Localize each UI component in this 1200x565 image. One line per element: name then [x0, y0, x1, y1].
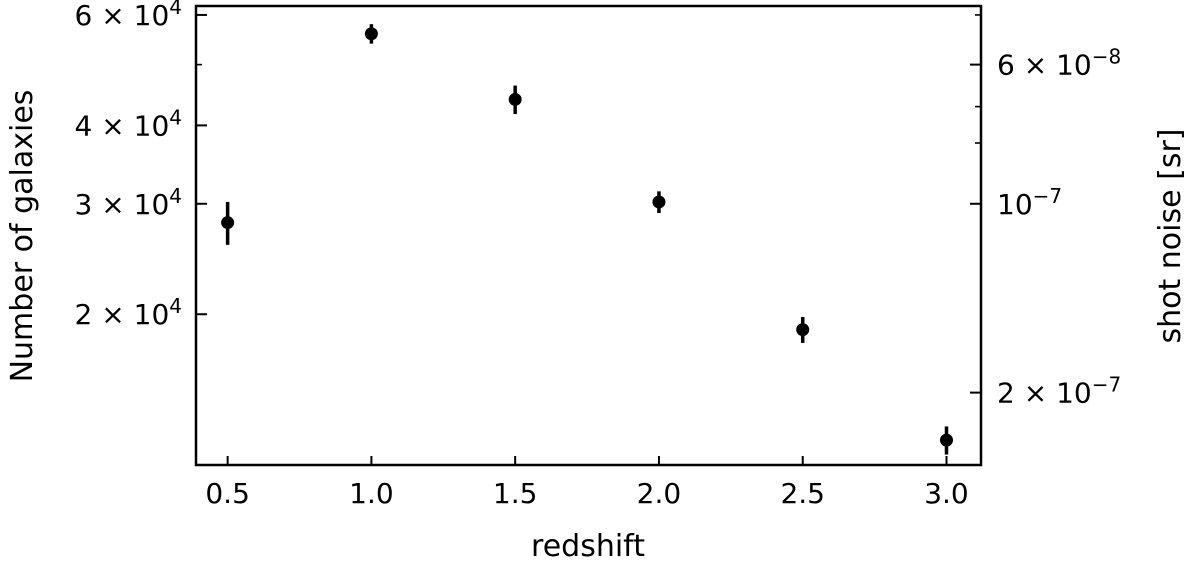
- y2-tick-label: 10−7: [997, 184, 1062, 221]
- y-axis-title: Number of galaxies: [5, 90, 40, 383]
- data-point: [508, 92, 522, 106]
- y2-tick-label: 6 × 10−8: [997, 45, 1121, 82]
- y2-tick-label: 2 × 10−7: [997, 373, 1121, 410]
- data-point: [939, 433, 953, 447]
- y2-axis-title: shot noise [sr]: [1153, 129, 1188, 344]
- data-point: [364, 27, 378, 41]
- axis-ticks: 0.5 1.0 1.5 2.0 2.5 3.0 2 × 104 3 × 104 4 × 104 6…: [75, 0, 1122, 510]
- y-tick-label: 4 × 104: [75, 105, 182, 142]
- y-tick-label: 3 × 104: [75, 184, 182, 221]
- y-tick-label: 6 × 104: [75, 0, 182, 32]
- x-tick-label: 2.0: [637, 477, 682, 510]
- x-tick-label: 1.5: [493, 477, 538, 510]
- data-points: [221, 24, 953, 455]
- data-point: [652, 195, 666, 209]
- data-point: [796, 323, 810, 337]
- data-point: [221, 216, 235, 230]
- x-axis-title: redshift: [531, 529, 645, 564]
- x-tick-label: 1.0: [349, 477, 394, 510]
- x-tick-label: 2.5: [780, 477, 825, 510]
- y-tick-label: 2 × 104: [75, 294, 182, 331]
- x-tick-label: 0.5: [205, 477, 250, 510]
- x-tick-label: 3.0: [924, 477, 969, 510]
- plot-frame: [194, 4, 983, 467]
